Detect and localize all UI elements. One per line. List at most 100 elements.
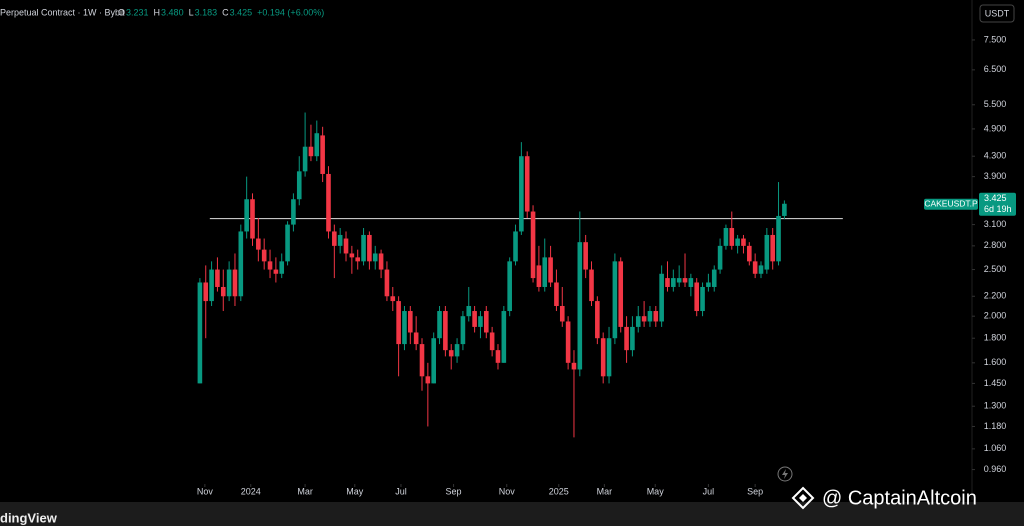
candle-body	[747, 245, 752, 262]
candle-body	[647, 311, 653, 322]
candle-body	[267, 261, 273, 270]
candle-body	[285, 224, 290, 262]
candle-body	[548, 257, 553, 283]
candle-body	[571, 362, 577, 370]
ohlc-label: L	[189, 7, 194, 17]
x-tick-label: Sep	[747, 486, 763, 496]
candle-body	[758, 265, 764, 274]
candle-body	[390, 296, 396, 302]
candle-body	[589, 269, 594, 302]
candle-body	[203, 282, 209, 302]
candle-body	[279, 261, 285, 274]
candle-body	[559, 305, 565, 322]
candle-body	[688, 278, 694, 287]
candle-body	[665, 278, 670, 287]
candle-body	[232, 269, 238, 297]
candle-body	[595, 301, 600, 339]
y-tick-label: 3.900	[984, 171, 1007, 181]
y-tick-label: 2.800	[984, 240, 1007, 250]
candle-body	[706, 282, 711, 287]
y-tick-label: 4.300	[984, 151, 1007, 161]
symbol-tag-bg	[924, 198, 978, 210]
candle-body	[577, 242, 583, 370]
y-tick-label: 1.180	[984, 421, 1007, 431]
candle-body	[437, 311, 442, 339]
candle-body	[261, 249, 267, 262]
candle-body	[413, 332, 419, 345]
symbol-info: Perpetual Contract · 1W · Bybit	[0, 7, 125, 17]
candle-body	[735, 238, 740, 246]
footer-bar	[0, 502, 1024, 526]
y-tick-label: 7.500	[984, 34, 1007, 44]
y-tick-label: 2.000	[984, 311, 1007, 321]
ohlc-label: O	[118, 7, 125, 17]
candle-body	[635, 316, 641, 327]
candle-body	[700, 286, 705, 312]
candle-body	[226, 269, 232, 297]
currency-button-label[interactable]: USDT	[985, 8, 1010, 18]
candle-body	[384, 269, 390, 297]
ohlc-value: 3.231	[126, 7, 149, 17]
candle-body	[542, 257, 548, 287]
candle-body	[454, 344, 460, 357]
candle-body	[425, 376, 431, 384]
candle-body	[495, 350, 501, 363]
ohlc-label: C	[222, 7, 229, 17]
y-tick-label: 3.100	[984, 219, 1007, 229]
candle-body	[682, 278, 688, 283]
y-tick-label: 1.450	[984, 378, 1007, 388]
candle-body	[776, 215, 781, 262]
candle-body	[448, 350, 454, 357]
ohlc-label: H	[154, 7, 161, 17]
candle-body	[501, 311, 507, 363]
candle-body	[361, 234, 366, 262]
y-tick-label: 2.500	[984, 264, 1007, 274]
candle-body	[641, 316, 647, 322]
x-tick-label: Nov	[197, 486, 214, 496]
y-tick-label: 1.600	[984, 357, 1007, 367]
candle-body	[314, 133, 320, 157]
y-tick-label: 5.500	[984, 99, 1007, 109]
candle-body	[372, 253, 378, 262]
candle-body	[653, 311, 659, 322]
candle-body	[524, 156, 530, 212]
candle-body	[466, 305, 472, 317]
candle-body	[507, 261, 512, 312]
x-tick-label: May	[346, 486, 364, 496]
footer-logo: dingView	[0, 510, 58, 525]
currency-button[interactable]	[979, 4, 1015, 23]
y-tick-label: 1.800	[984, 333, 1007, 343]
y-tick-label: 1.300	[984, 401, 1007, 411]
candle-body	[220, 286, 226, 297]
candle-body	[197, 282, 203, 384]
candle-body	[408, 311, 413, 333]
x-tick-label: May	[647, 486, 665, 496]
candle-body	[489, 332, 495, 351]
watermark: @ CaptainAltcoin	[822, 487, 977, 509]
candle-body	[337, 234, 343, 246]
y-tick-label: 0.960	[984, 464, 1007, 474]
candle-body	[764, 234, 770, 270]
candle-body	[659, 273, 664, 322]
candle-body	[367, 234, 372, 262]
candle-body	[349, 253, 355, 258]
price-tag-bg	[979, 192, 1016, 216]
candle-body	[244, 199, 249, 232]
candle-body	[694, 282, 700, 312]
candle-body	[396, 301, 401, 345]
x-tick-label: Nov	[499, 486, 516, 496]
candle-body	[717, 245, 723, 270]
candle-body	[606, 338, 612, 377]
ohlc-value: 3.480	[161, 7, 184, 17]
candle-body	[273, 269, 279, 274]
candle-body	[355, 257, 361, 262]
y-tick-label: 2.200	[984, 291, 1007, 301]
ohlc-value: 3.425	[230, 7, 253, 17]
watermark-logo	[791, 486, 815, 510]
change: +0.194 (+6.00%)	[257, 7, 324, 17]
candle-body	[618, 261, 624, 327]
lightning-icon[interactable]	[777, 466, 793, 482]
candle-body	[729, 227, 735, 246]
candle-body	[583, 242, 588, 270]
candle-body	[624, 326, 629, 351]
